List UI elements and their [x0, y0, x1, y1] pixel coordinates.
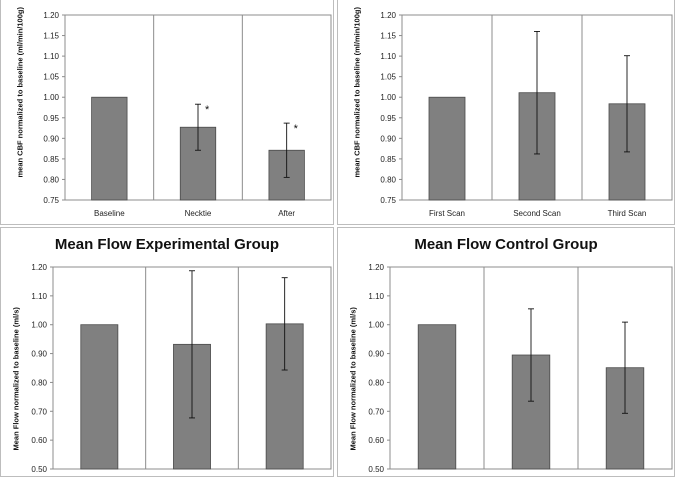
y-tick-label: 0.95: [380, 114, 396, 123]
y-tick-label: 0.85: [380, 155, 396, 164]
y-tick-label: 0.90: [368, 350, 384, 359]
x-tick-label: After: [278, 209, 295, 218]
y-tick-label: 1.00: [380, 93, 396, 102]
chart-panel-flow-control: Mean Flow Control Group Mean Flow normal…: [337, 227, 675, 477]
y-tick-label: 1.10: [368, 292, 384, 301]
y-tick-label: 1.00: [31, 321, 47, 330]
bar: [417, 324, 457, 470]
chart-plot: 0.75 0.80 0.85 0.90 0.95 1.00 1.05 1.10 1.15 1.20…: [380, 11, 673, 218]
x-tick-label: Second Scan: [513, 209, 561, 218]
x-tick-label: First Scan: [429, 209, 465, 218]
y-tick-label: 1.00: [368, 321, 384, 330]
y-tick-label: 1.05: [380, 73, 396, 82]
x-tick-label: Necktie: [185, 209, 212, 218]
chart-panel-flow-experimental: Mean Flow Experimental Group Mean Flow n…: [0, 227, 334, 477]
y-tick-label: 1.20: [380, 11, 396, 20]
chart-panel-cbf-control: mean CBF normalized to baseline (ml/min/…: [337, 0, 675, 225]
y-tick-label: 0.90: [31, 350, 47, 359]
y-tick-label: 1.20: [31, 263, 47, 272]
x-tick-label: Baseline: [94, 209, 125, 218]
chart-plot: 0.50 0.60 0.70 0.80 0.90 1.00 1.10 1.20: [368, 263, 673, 474]
y-tick-label: 0.60: [368, 436, 384, 445]
y-tick-label: 1.20: [368, 263, 384, 272]
y-tick-label: 1.10: [43, 52, 59, 61]
chart-title: Mean Flow Experimental Group: [54, 236, 280, 253]
y-tick-label: 0.90: [43, 134, 59, 143]
y-tick-label: 1.15: [43, 32, 59, 41]
y-tick-label: 0.75: [43, 196, 59, 205]
y-tick-label: 1.10: [380, 52, 396, 61]
y-tick-label: 1.15: [380, 32, 396, 41]
chart-plot: 0.75 0.80 0.85 0.90 0.95 1.00 1.05 1.10 1.15 1.20…: [43, 11, 332, 218]
y-tick-label: 0.95: [43, 114, 59, 123]
y-tick-label: 0.80: [43, 175, 59, 184]
x-tick-label: Third Scan: [608, 209, 647, 218]
y-tick-label: 1.10: [31, 292, 47, 301]
y-tick-label: 0.80: [368, 378, 384, 387]
y-tick-label: 0.70: [368, 407, 384, 416]
y-tick-label: 0.80: [380, 175, 396, 184]
y-tick-label: 0.60: [31, 436, 47, 445]
chart-panel-cbf-experimental: mean CBF normalized to baseline (ml/min/…: [0, 0, 334, 225]
bar: [91, 96, 128, 201]
y-tick-label: 0.80: [31, 378, 47, 387]
y-tick-label: 0.75: [380, 196, 396, 205]
y-tick-label: 0.85: [43, 155, 59, 164]
y-tick-label: 1.20: [43, 11, 59, 20]
significance-marker: *: [205, 104, 210, 116]
significance-marker: *: [294, 123, 299, 135]
bar: [80, 324, 119, 470]
chart-plot: 0.50 0.60 0.70 0.80 0.90 1.00 1.10 1.20: [31, 263, 332, 474]
bar: [428, 96, 466, 201]
y-tick-label: 1.05: [43, 73, 59, 82]
y-tick-label: 1.00: [43, 93, 59, 102]
y-tick-label: 0.70: [31, 407, 47, 416]
y-tick-label: 0.50: [368, 465, 384, 474]
y-tick-label: 0.50: [31, 465, 47, 474]
y-tick-label: 0.90: [380, 134, 396, 143]
chart-title: Mean Flow Control Group: [414, 236, 598, 253]
